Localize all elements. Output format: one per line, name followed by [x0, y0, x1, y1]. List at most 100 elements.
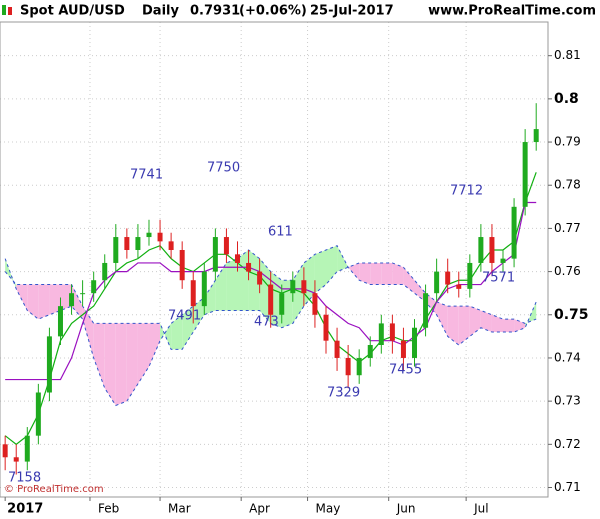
period: Daily	[142, 4, 179, 19]
cloud-segment	[49, 284, 61, 315]
candle-body	[201, 271, 207, 307]
candle-body	[478, 237, 484, 263]
y-tick-label: 0.73	[554, 394, 581, 408]
cloud-segment	[104, 323, 116, 406]
y-tick-label: 0.81	[554, 48, 581, 62]
x-tick-label: Jun	[396, 502, 416, 516]
cloud-segment	[392, 262, 404, 285]
cloud-segment	[458, 306, 470, 345]
candle-body	[533, 129, 539, 143]
cloud-segment	[182, 306, 194, 350]
candle-body	[389, 323, 395, 341]
y-tick-label: 0.8	[554, 91, 579, 107]
candle-body	[2, 444, 8, 458]
candle-body	[334, 340, 340, 358]
cloud-segment	[27, 284, 39, 320]
cloud-segment	[436, 301, 448, 337]
logo-candle	[8, 7, 12, 15]
cloud-segment	[270, 271, 282, 328]
annotation: 473	[254, 315, 279, 330]
annotation: 7491	[168, 309, 201, 324]
candle-body	[367, 345, 373, 358]
candle-body	[323, 314, 329, 341]
cloud-segment	[60, 284, 72, 311]
cloud-segment	[292, 262, 304, 324]
candle-body	[511, 206, 517, 259]
cloud-segment	[115, 323, 127, 406]
candle-body	[35, 392, 41, 436]
candle-body	[257, 271, 263, 285]
candle-body	[124, 237, 130, 250]
y-tick-label: 0.72	[554, 437, 581, 451]
x-tick-label: Mar	[168, 502, 191, 516]
candle-body	[290, 280, 296, 294]
plot-frame	[0, 21, 549, 498]
annotation: 7750	[207, 161, 240, 176]
y-tick-label: 0.78	[554, 178, 581, 192]
candle-body	[146, 232, 152, 238]
cloud-segment	[469, 306, 481, 337]
annotation: 7712	[450, 184, 483, 199]
cloud-segment	[503, 319, 515, 333]
cloud-segment	[403, 267, 415, 294]
x-tick-label: Jul	[473, 502, 488, 516]
title: Spot AUD/USD	[20, 4, 125, 19]
candle-body	[312, 293, 318, 315]
copyright: © ProRealTime.com	[4, 484, 104, 495]
candle-body	[356, 357, 362, 376]
cloud-segment	[215, 262, 227, 311]
candle-body	[212, 237, 218, 272]
candle-body	[489, 237, 495, 263]
candle-body	[434, 271, 440, 294]
cloud-segment	[414, 280, 426, 302]
candle-body	[423, 293, 429, 328]
source: www.ProRealTime.com	[428, 4, 596, 19]
candle-body	[400, 340, 406, 358]
cloud-segment	[160, 323, 172, 350]
cloud-segment	[325, 245, 338, 285]
candle-body	[345, 357, 351, 376]
candle-body	[445, 271, 451, 285]
candle-body	[157, 232, 163, 242]
cloud-segment	[126, 323, 138, 402]
candle-body	[80, 293, 86, 295]
x-tick-label: Apr	[249, 502, 270, 516]
cloud-segment	[82, 306, 94, 358]
cloud-segment	[381, 262, 393, 285]
cloud-segment	[359, 262, 371, 285]
cloud-segment	[226, 258, 238, 311]
cloud-segment	[303, 254, 315, 307]
cloud-segment	[314, 250, 326, 294]
candle-body	[102, 262, 108, 281]
y-tick-label: 0.75	[554, 307, 589, 323]
candle-body	[179, 250, 185, 281]
candle-body	[234, 254, 240, 263]
candle-body	[135, 237, 141, 250]
x-tick-label: Feb	[98, 502, 119, 516]
cloud-segment	[171, 314, 183, 350]
candle-body	[412, 327, 418, 358]
candle-body	[246, 262, 252, 272]
cloud-segment	[248, 250, 260, 311]
cloud-segment	[447, 306, 459, 345]
change: (+0.06%)	[239, 4, 307, 19]
x-tick-label: May	[316, 502, 341, 516]
candle-body	[268, 284, 274, 315]
candle-body	[69, 293, 75, 307]
cloud-segment	[370, 262, 382, 285]
candle-body	[91, 280, 97, 294]
candle-body	[113, 237, 119, 263]
cloud-segment	[204, 280, 216, 315]
y-tick-label: 0.79	[554, 135, 581, 149]
y-tick-label: 0.77	[554, 221, 581, 235]
candle-body	[13, 457, 19, 462]
candle-body	[301, 280, 307, 294]
candle-body	[522, 142, 528, 207]
candle-body	[223, 237, 229, 255]
cloud-segment	[38, 284, 50, 320]
cloud-segment	[93, 323, 105, 389]
date: 25-Jul-2017	[310, 4, 394, 19]
y-tick-label: 0.71	[554, 480, 581, 494]
